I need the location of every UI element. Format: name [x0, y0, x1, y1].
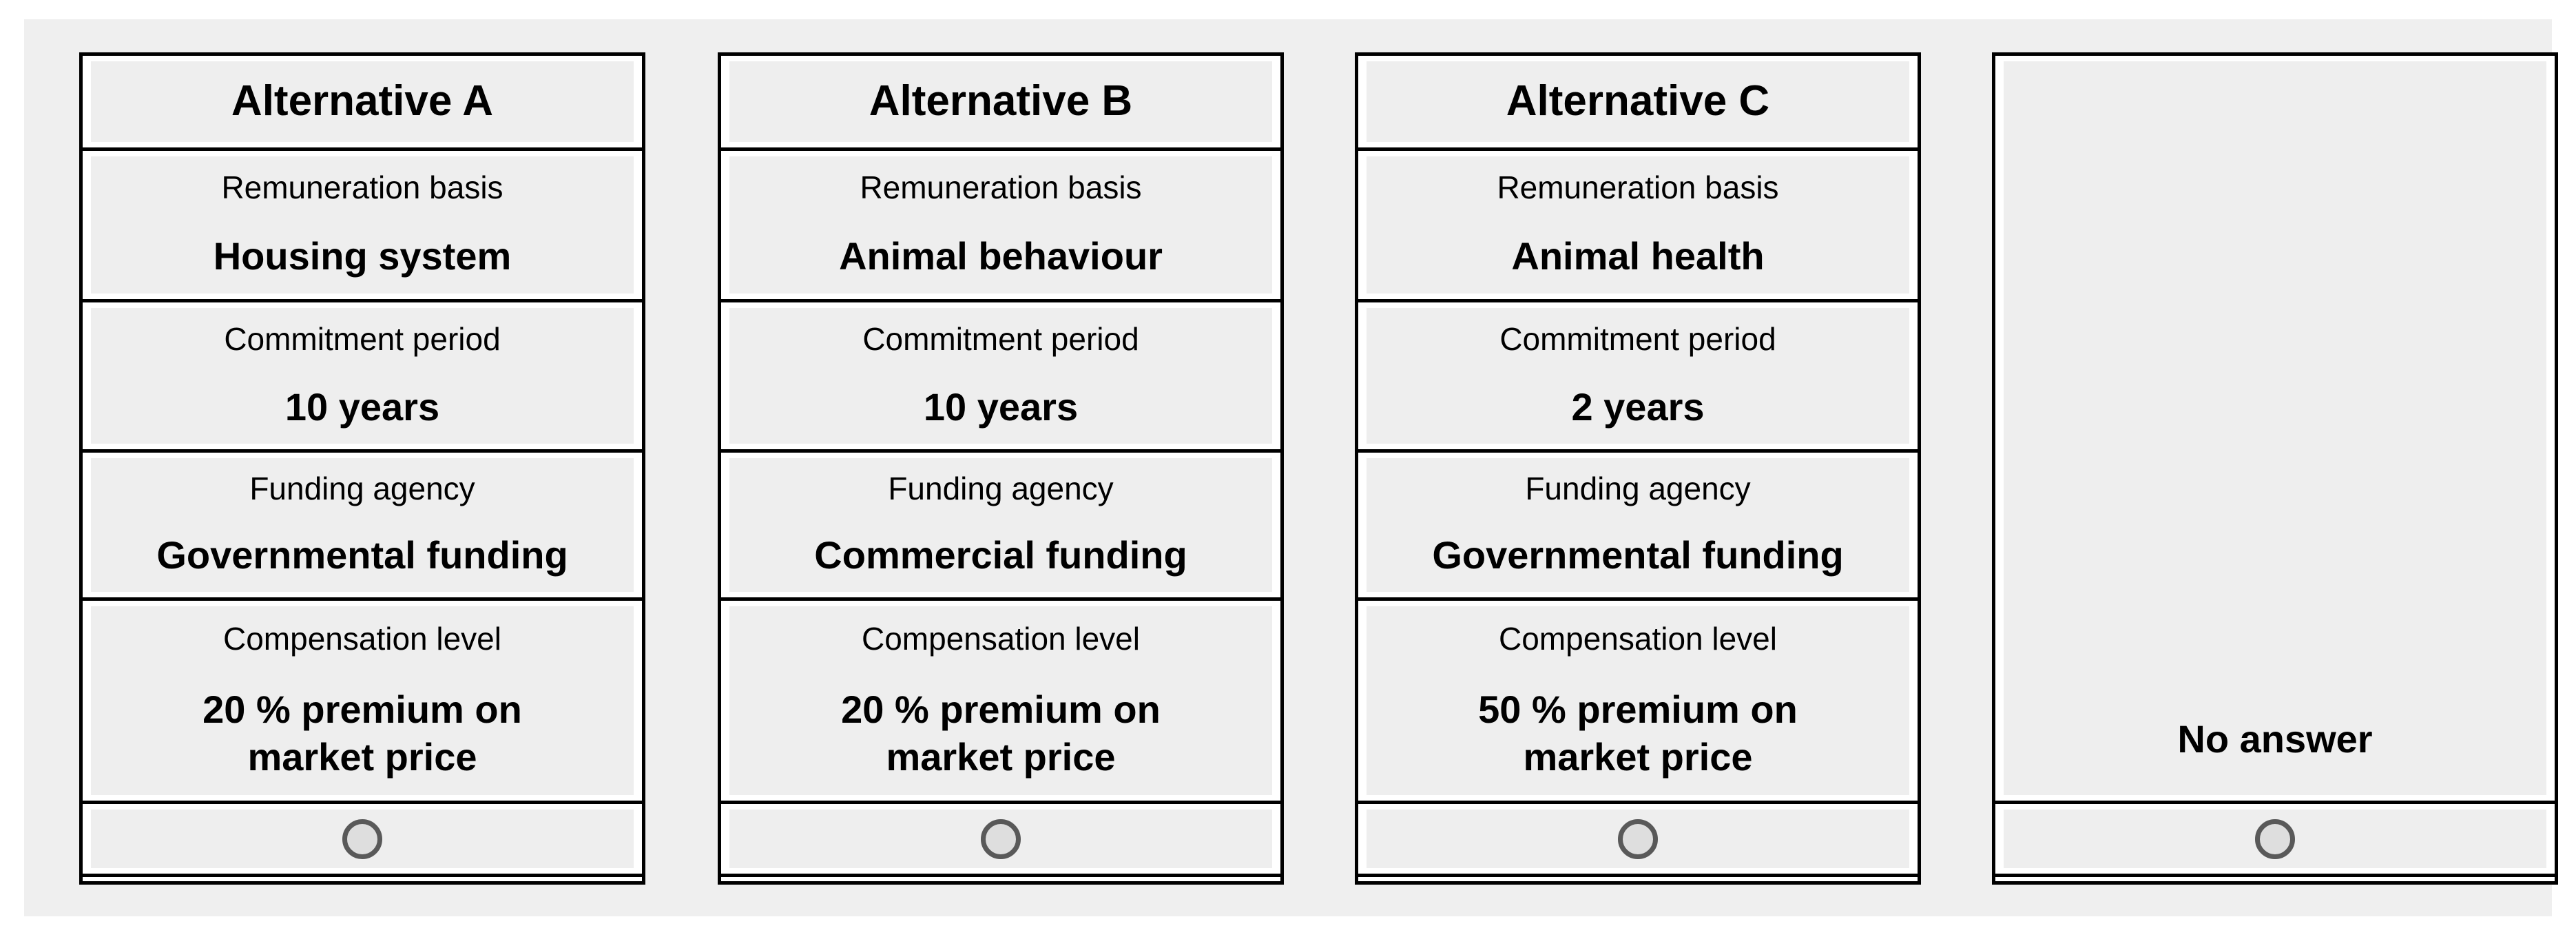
- alternative-b-compensation-cell: Compensation level 20 % premium on marke…: [721, 601, 1280, 801]
- divider: [83, 597, 642, 601]
- alternative-a-title: Alternative A: [231, 77, 494, 125]
- radio-button-no-answer[interactable]: [2255, 818, 2295, 859]
- radio-button-alternative-a[interactable]: [342, 818, 382, 859]
- alternative-b-remuneration-cell: Remuneration basis Animal behaviour: [721, 151, 1280, 299]
- attribute-label: Remuneration basis: [860, 169, 1142, 206]
- divider: [721, 449, 1280, 453]
- divider: [1358, 874, 1918, 877]
- spacer: [721, 877, 1280, 881]
- attribute-value: 10 years: [284, 384, 440, 429]
- attribute-value: Animal health: [1511, 234, 1765, 278]
- attribute-value: Governmental funding: [156, 533, 568, 577]
- alternative-b-title: Alternative B: [869, 77, 1133, 125]
- alternative-a-commitment-cell: Commitment period 10 years: [83, 302, 642, 449]
- divider: [1358, 597, 1918, 601]
- alternative-b-radio-row: [721, 804, 1280, 874]
- attribute-label: Compensation level: [1498, 621, 1777, 657]
- radio-button-alternative-b[interactable]: [981, 818, 1021, 859]
- alternative-c-header: Alternative C: [1358, 56, 1918, 147]
- attribute-label: Funding agency: [1525, 471, 1751, 507]
- divider: [721, 874, 1280, 877]
- no-answer-card: No answer: [1992, 52, 2558, 885]
- attribute-label: Commitment period: [224, 320, 501, 357]
- alternative-b-header: Alternative B: [721, 56, 1280, 147]
- divider: [1358, 449, 1918, 453]
- divider: [83, 449, 642, 453]
- attribute-label: Funding agency: [888, 471, 1114, 507]
- attribute-label: Remuneration basis: [1497, 169, 1779, 206]
- attribute-value: Housing system: [213, 234, 512, 278]
- alternative-c-compensation-cell: Compensation level 50 % premium on marke…: [1358, 601, 1918, 801]
- divider: [721, 299, 1280, 302]
- alternative-c-radio-row: [1358, 804, 1918, 874]
- no-answer-radio-row: [1995, 804, 2555, 874]
- divider: [1995, 801, 2555, 804]
- attribute-value: Commercial funding: [814, 533, 1187, 577]
- no-answer-label: No answer: [2177, 717, 2373, 761]
- attribute-label: Compensation level: [861, 621, 1140, 657]
- alternative-a-remuneration-cell: Remuneration basis Housing system: [83, 151, 642, 299]
- divider: [83, 299, 642, 302]
- divider: [1358, 147, 1918, 151]
- alternative-c-commitment-cell: Commitment period 2 years: [1358, 302, 1918, 449]
- attribute-value: 10 years: [923, 384, 1079, 429]
- attribute-value: Governmental funding: [1432, 533, 1844, 577]
- radio-button-alternative-c[interactable]: [1618, 818, 1658, 859]
- divider: [1995, 874, 2555, 877]
- spacer: [1995, 877, 2555, 881]
- alternative-a-compensation-cell: Compensation level 20 % premium on marke…: [83, 601, 642, 801]
- attribute-label: Compensation level: [222, 621, 501, 657]
- alternative-c-card: Alternative C Remuneration basis Animal …: [1355, 52, 1921, 885]
- alternative-b-card: Alternative B Remuneration basis Animal …: [718, 52, 1284, 885]
- divider: [1358, 801, 1918, 804]
- divider: [83, 147, 642, 151]
- divider: [721, 801, 1280, 804]
- divider: [721, 147, 1280, 151]
- attribute-value: 20 % premium on market price: [841, 688, 1161, 779]
- attribute-value: 2 years: [1571, 384, 1705, 429]
- divider: [1358, 299, 1918, 302]
- divider: [83, 874, 642, 877]
- divider: [83, 801, 642, 804]
- attribute-value: Animal behaviour: [839, 234, 1163, 278]
- alternative-b-commitment-cell: Commitment period 10 years: [721, 302, 1280, 449]
- attribute-value: 20 % premium on market price: [202, 688, 522, 779]
- spacer: [1358, 877, 1918, 881]
- alternative-c-title: Alternative C: [1506, 77, 1770, 125]
- alternative-a-card: Alternative A Remuneration basis Housing…: [79, 52, 645, 885]
- attribute-label: Remuneration basis: [221, 169, 503, 206]
- alternative-c-funding-cell: Funding agency Governmental funding: [1358, 453, 1918, 597]
- attribute-label: Funding agency: [249, 471, 475, 507]
- no-answer-cell: No answer: [1995, 56, 2555, 801]
- alternative-a-funding-cell: Funding agency Governmental funding: [83, 453, 642, 597]
- attribute-label: Commitment period: [1499, 320, 1776, 357]
- attribute-label: Commitment period: [862, 320, 1139, 357]
- divider: [721, 597, 1280, 601]
- alternative-a-radio-row: [83, 804, 642, 874]
- alternative-b-funding-cell: Funding agency Commercial funding: [721, 453, 1280, 597]
- survey-panel: Alternative A Remuneration basis Housing…: [24, 19, 2558, 916]
- attribute-value: 50 % premium on market price: [1478, 688, 1798, 779]
- alternative-a-header: Alternative A: [83, 56, 642, 147]
- spacer: [83, 877, 642, 881]
- alternative-c-remuneration-cell: Remuneration basis Animal health: [1358, 151, 1918, 299]
